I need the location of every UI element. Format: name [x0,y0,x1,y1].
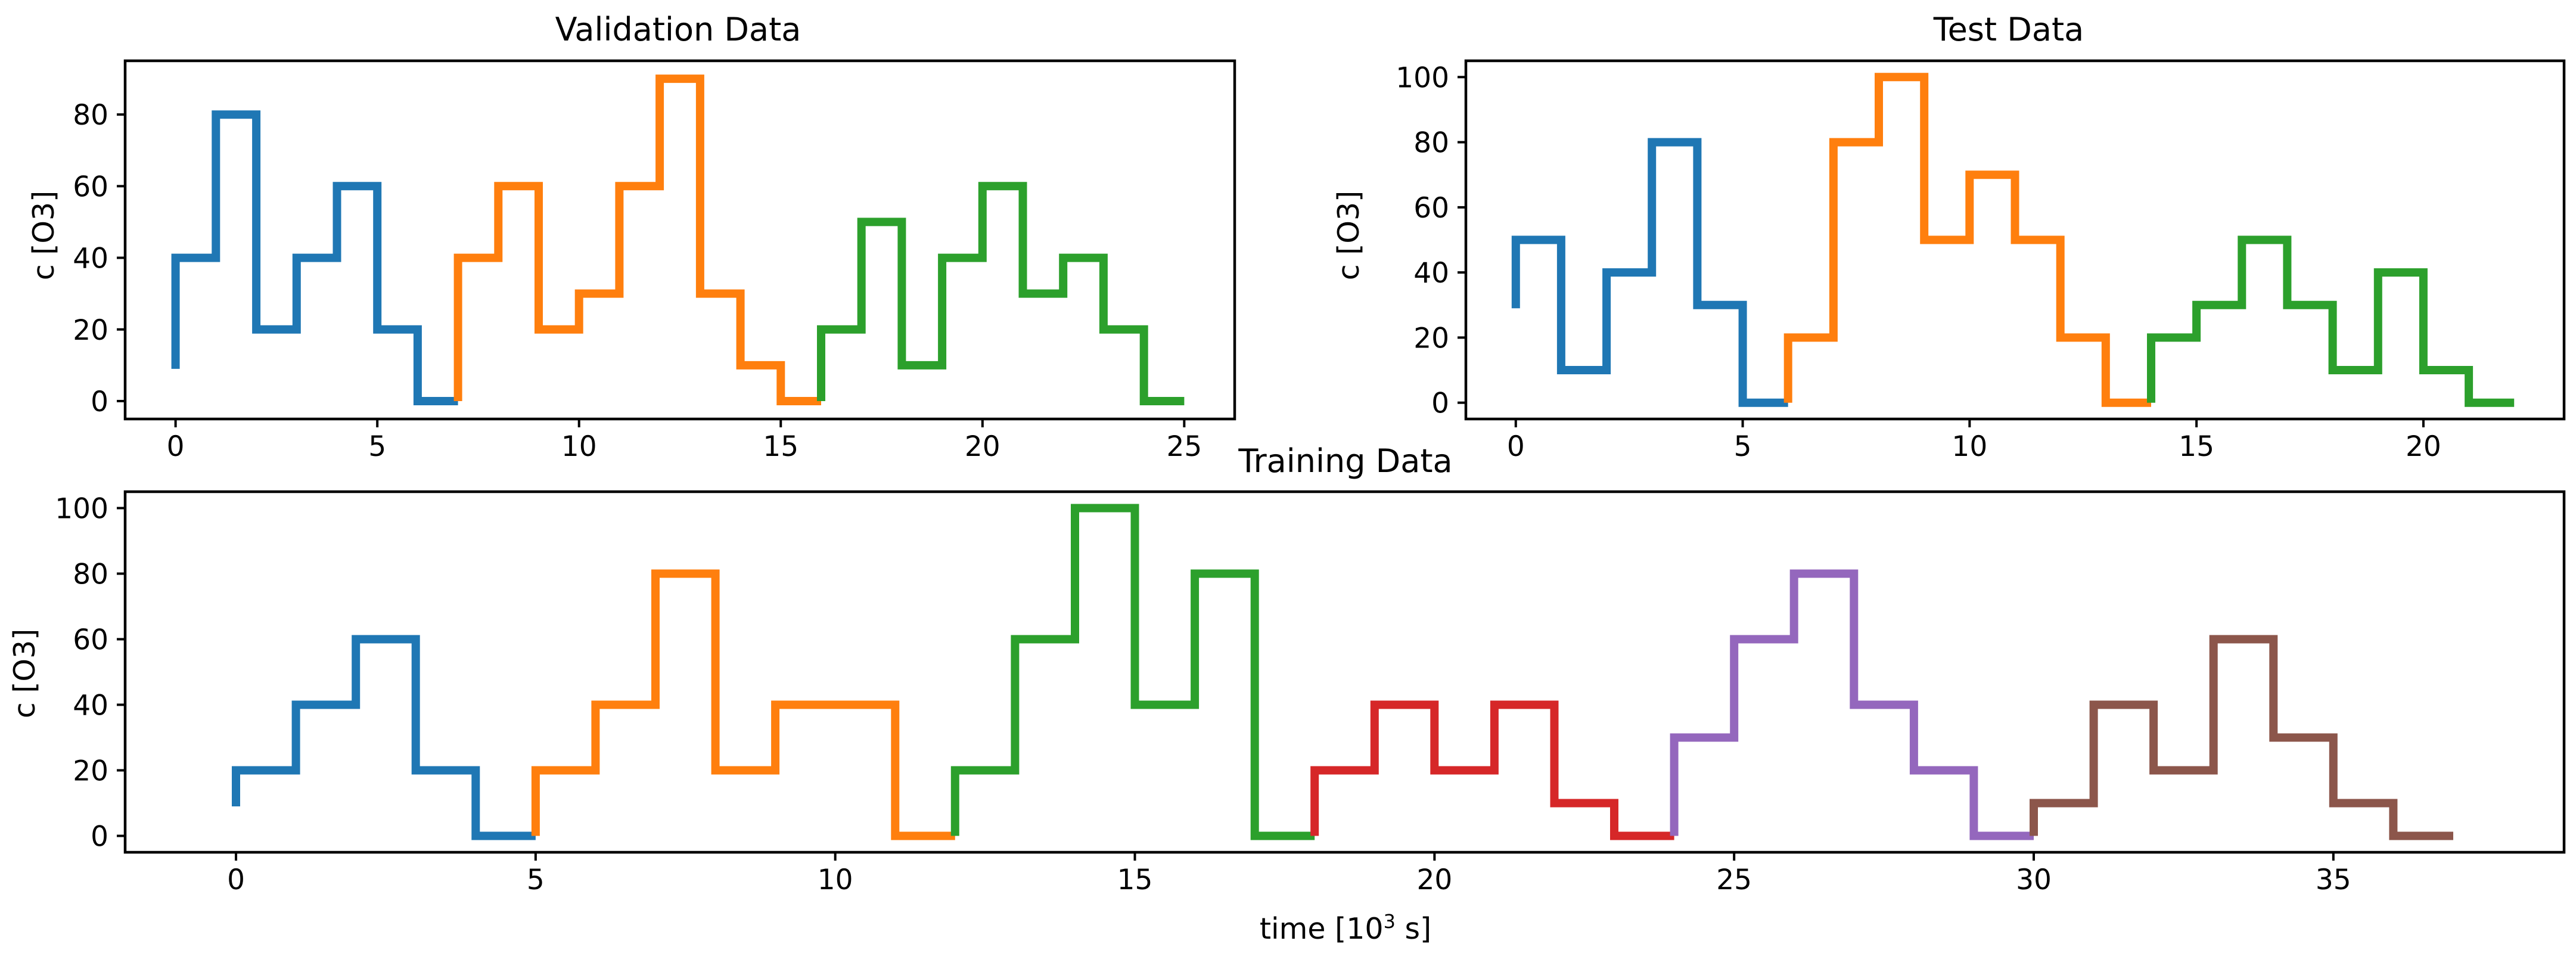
validation-y-axis-label: c [O3] [27,191,61,281]
training-y-tick-label-0: 0 [91,821,108,853]
training-y-tick-label-3: 60 [73,624,108,657]
training-series-line-5 [1670,569,2034,840]
training-series-line-2 [531,569,955,840]
training-x-tick-label-7: 35 [2316,864,2351,896]
validation-x-tick-label-1: 5 [368,430,386,463]
test-y-tick-label-2: 40 [1413,257,1449,290]
x-axis-label-main: time [10 [1260,912,1384,946]
training-x-axis-label: time [103 s] [1260,910,1431,946]
validation-panel: Validation Data c [O3] 0 5 10 15 20 25 0 20 40 60… [27,11,1236,463]
validation-y-tick-label-1: 20 [73,314,108,347]
validation-title: Validation Data [555,11,801,48]
validation-ticks: 0 5 10 15 20 25 0 20 40 60 80 [73,99,1202,463]
test-x-tick-label-2: 10 [1952,430,1987,463]
test-plot-area [1511,73,2515,407]
test-y-tick-label-4: 80 [1413,127,1449,160]
test-y-tick-label-3: 60 [1413,192,1449,225]
validation-y-tick-label-4: 80 [73,99,108,132]
test-axes-frame [1464,59,2566,421]
validation-x-tick-label-0: 0 [167,430,185,463]
training-ticks: 0 5 10 15 20 25 30 35 0 20 40 60 80 100 [55,493,2351,897]
validation-axes-frame [123,59,1236,421]
validation-series-line-2 [453,74,821,405]
test-x-tick-label-0: 0 [1507,430,1525,463]
validation-x-tick-label-5: 25 [1166,430,1202,463]
validation-x-tick-label-4: 20 [965,430,1000,463]
test-x-tick-label-4: 20 [2406,430,2441,463]
training-series-line-4 [1310,700,1674,840]
training-title: Training Data [1238,442,1452,480]
test-x-tick-label-1: 5 [1734,430,1752,463]
training-series-line-3 [950,504,1315,840]
validation-series-line-3 [817,182,1185,405]
training-y-tick-label-2: 40 [73,690,108,722]
training-y-tick-label-1: 20 [73,755,108,788]
training-y-tick-label-4: 80 [73,558,108,591]
validation-series-line-1 [171,110,458,405]
test-panel: Test Data c [O3] 0 5 10 15 20 0 20 40 60 80 100 [1332,11,2566,463]
validation-x-tick-label-2: 10 [561,430,597,463]
training-x-tick-label-0: 0 [227,864,245,896]
validation-y-tick-label-2: 40 [73,243,108,275]
training-axes-frame [123,490,2566,854]
training-y-axis-label: c [O3] [8,629,42,719]
training-x-tick-label-4: 20 [1416,864,1452,896]
x-axis-label-suffix: s] [1396,912,1431,946]
training-series-line-6 [2030,635,2453,840]
test-y-axis-label: c [O3] [1332,191,1366,281]
test-series-line-2 [1783,73,2151,407]
training-panel: Training Data c [O3] time [103 s] 0 5 10 15… [8,442,2566,946]
test-ticks: 0 5 10 15 20 0 20 40 60 80 100 [1396,61,2441,463]
training-x-tick-label-5: 25 [1716,864,1752,896]
test-y-tick-label-1: 20 [1413,322,1449,355]
training-x-tick-label-3: 15 [1117,864,1153,896]
training-plot-area [232,504,2453,840]
test-x-tick-label-3: 15 [2179,430,2214,463]
test-y-tick-label-0: 0 [1431,387,1449,420]
test-series-line-3 [2147,235,2515,407]
x-axis-label-superscript: 3 [1384,910,1396,933]
validation-plot-area [171,74,1185,405]
validation-y-tick-label-3: 60 [73,170,108,203]
training-x-tick-label-1: 5 [527,864,545,896]
validation-y-tick-label-0: 0 [91,386,108,418]
validation-x-tick-label-3: 15 [763,430,798,463]
training-x-tick-label-6: 30 [2016,864,2052,896]
training-y-tick-label-5: 100 [55,493,108,526]
test-title: Test Data [1933,11,2084,48]
test-series-line-1 [1511,138,1788,407]
training-x-tick-label-2: 10 [818,864,853,896]
training-series-line-1 [232,635,536,840]
test-y-tick-label-5: 100 [1396,61,1449,94]
